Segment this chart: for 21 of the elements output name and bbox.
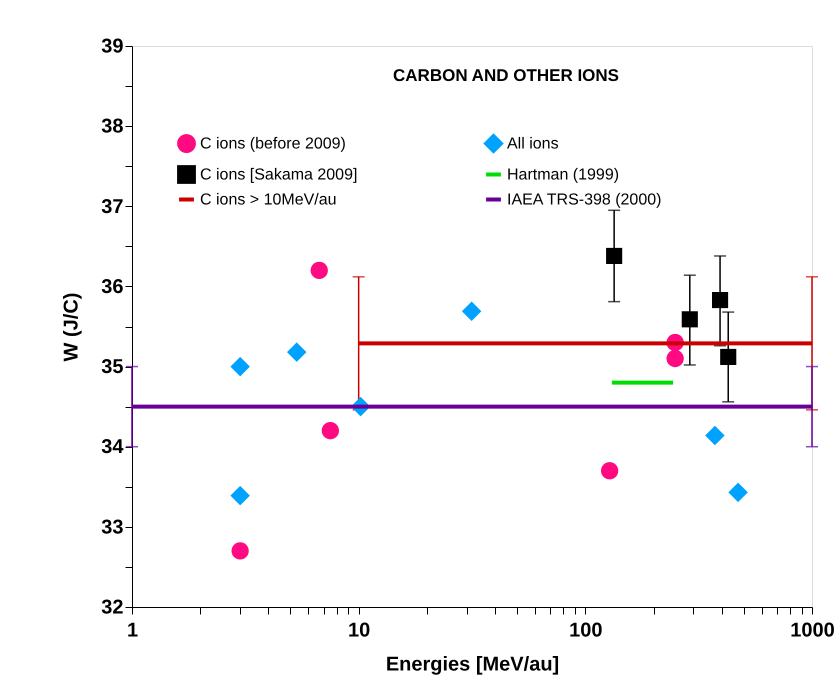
y-tick-label: 37 <box>101 196 124 218</box>
y-tick-label: 39 <box>101 36 124 58</box>
x-tick-label: 1 <box>126 620 138 642</box>
legend-label: IAEA TRS-398 (2000) <box>507 192 662 208</box>
legend-label: C ions > 10MeV/au <box>200 192 337 208</box>
legend-label: Hartman (1999) <box>507 166 620 184</box>
y-tick-label: 38 <box>101 116 124 138</box>
x-tick-label: 10 <box>348 620 370 642</box>
x-axis-title: Energies [MeV/au] <box>386 654 560 676</box>
y-tick-label: 34 <box>101 436 124 458</box>
y-tick-label: 32 <box>101 596 124 618</box>
x-tick-label: 1000 <box>790 620 835 642</box>
legend-label: All ions <box>507 136 559 153</box>
y-tick-label: 35 <box>101 356 124 378</box>
y-tick-label: 33 <box>101 516 124 538</box>
x-tick-label: 100 <box>569 620 603 642</box>
legend-label: C ions [Sakama 2009] <box>200 166 358 184</box>
legend-label: C ions (before 2009) <box>200 136 346 153</box>
text: CARBON AND OTHER IONS <box>392 66 620 85</box>
y-tick-label: 36 <box>101 276 124 298</box>
y-axis-title: W (J/C) <box>60 292 82 362</box>
